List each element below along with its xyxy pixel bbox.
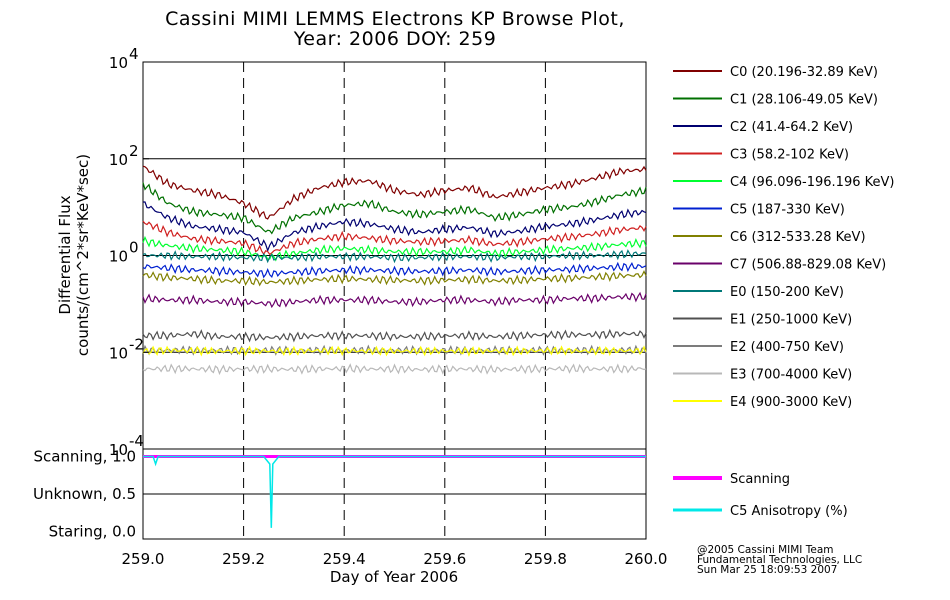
x-tick-2: 259.4 <box>323 550 366 568</box>
y-tick-flux-exp-0: 4 <box>129 45 139 63</box>
scan-y-ticks: Scanning, 1.0 Unknown, 0.5 Staring, 0.0 <box>33 448 136 541</box>
series-line-12 <box>142 345 647 357</box>
series-line-8 <box>142 249 647 264</box>
series-line-7 <box>142 291 647 309</box>
legend-label-0: C0 (20.196-32.89 KeV) <box>730 65 878 80</box>
x-tick-4: 259.8 <box>524 550 567 568</box>
legend-label-10: E2 (400-750 KeV) <box>730 340 844 355</box>
y-tick-flux-exp-3: -2 <box>129 335 144 353</box>
flux-series-group <box>142 165 647 376</box>
y-tick-flux-0: 10 <box>109 54 128 72</box>
series-line-9 <box>142 328 647 343</box>
series-line-11 <box>142 363 647 376</box>
legend-label-7: C7 (506.88-829.08 KeV) <box>730 258 886 273</box>
x-tick-0: 259.0 <box>122 550 165 568</box>
legend-label-1: C1 (28.106-49.05 KeV) <box>730 93 878 108</box>
legend-label-2: C2 (41.4-64.2 KeV) <box>730 120 853 135</box>
scan-series-group <box>143 455 646 528</box>
series-line-3 <box>142 220 647 256</box>
chart-title-line2: Year: 2006 DOY: 259 <box>293 28 497 50</box>
chart-title-line1: Cassini MIMI LEMMS Electrons KP Browse P… <box>165 8 625 30</box>
legend-label-8: E0 (150-200 KeV) <box>730 285 844 300</box>
y-tick-flux-2: 10 <box>109 248 128 266</box>
series-line-0 <box>142 165 647 220</box>
x-axis-label: Day of Year 2006 <box>330 568 458 586</box>
y-axis-label-line1: Differential Flux <box>56 195 74 314</box>
series-line-2 <box>143 201 647 253</box>
y-tick-flux-3: 10 <box>109 344 128 362</box>
legend-label-12: E4 (900-3000 KeV) <box>730 395 852 410</box>
series-line-4 <box>142 235 647 262</box>
y-tick-flux-4: 10 <box>109 441 128 459</box>
y-tick-flux-1: 10 <box>109 151 128 169</box>
series-line-5 <box>142 261 647 279</box>
x-ticks: 259.0 259.2 259.4 259.6 259.8 260.0 <box>122 550 668 568</box>
y-tick-scan-1: Unknown, 0.5 <box>33 485 136 503</box>
y-tick-flux-exp-2: 0 <box>129 239 139 257</box>
legend-scan-label-1: C5 Anisotropy (%) <box>730 504 848 519</box>
x-tick-1: 259.2 <box>222 550 265 568</box>
x-tick-5: 260.0 <box>625 550 668 568</box>
y-tick-flux-exp-4: -4 <box>129 432 144 450</box>
legend: C0 (20.196-32.89 KeV) C1 (28.106-49.05 Ke… <box>673 65 894 519</box>
legend-label-9: E1 (250-1000 KeV) <box>730 313 852 328</box>
y-axis-label-line2: counts/(cm^2*sr*KeV*sec) <box>74 154 92 356</box>
series-line-6 <box>142 269 647 287</box>
credit-line3: Sun Mar 25 18:09:53 2007 <box>697 564 838 576</box>
legend-label-3: C3 (58.2-102 KeV) <box>730 148 849 163</box>
y-tick-flux-exp-1: 2 <box>129 142 139 160</box>
legend-label-11: E3 (700-4000 KeV) <box>730 368 852 383</box>
legend-scan-label-0: Scanning <box>730 472 790 487</box>
y-tick-scan-0: Scanning, 1.0 <box>33 448 136 466</box>
credit-block: @2005 Cassini MIMI Team Fundamental Tech… <box>697 544 863 576</box>
legend-label-5: C5 (187-330 KeV) <box>730 203 845 218</box>
legend-label-4: C4 (96.096-196.196 KeV) <box>730 175 894 190</box>
credit-line1: @2005 Cassini MIMI Team <box>697 544 834 556</box>
credit-line2: Fundamental Technologies, LLC <box>697 554 863 566</box>
x-tick-3: 259.6 <box>423 550 466 568</box>
scan-series-line-1 <box>143 455 646 528</box>
y-tick-scan-2: Staring, 0.0 <box>49 523 136 541</box>
legend-label-6: C6 (312-533.28 KeV) <box>730 230 866 245</box>
series-line-1 <box>142 182 647 235</box>
